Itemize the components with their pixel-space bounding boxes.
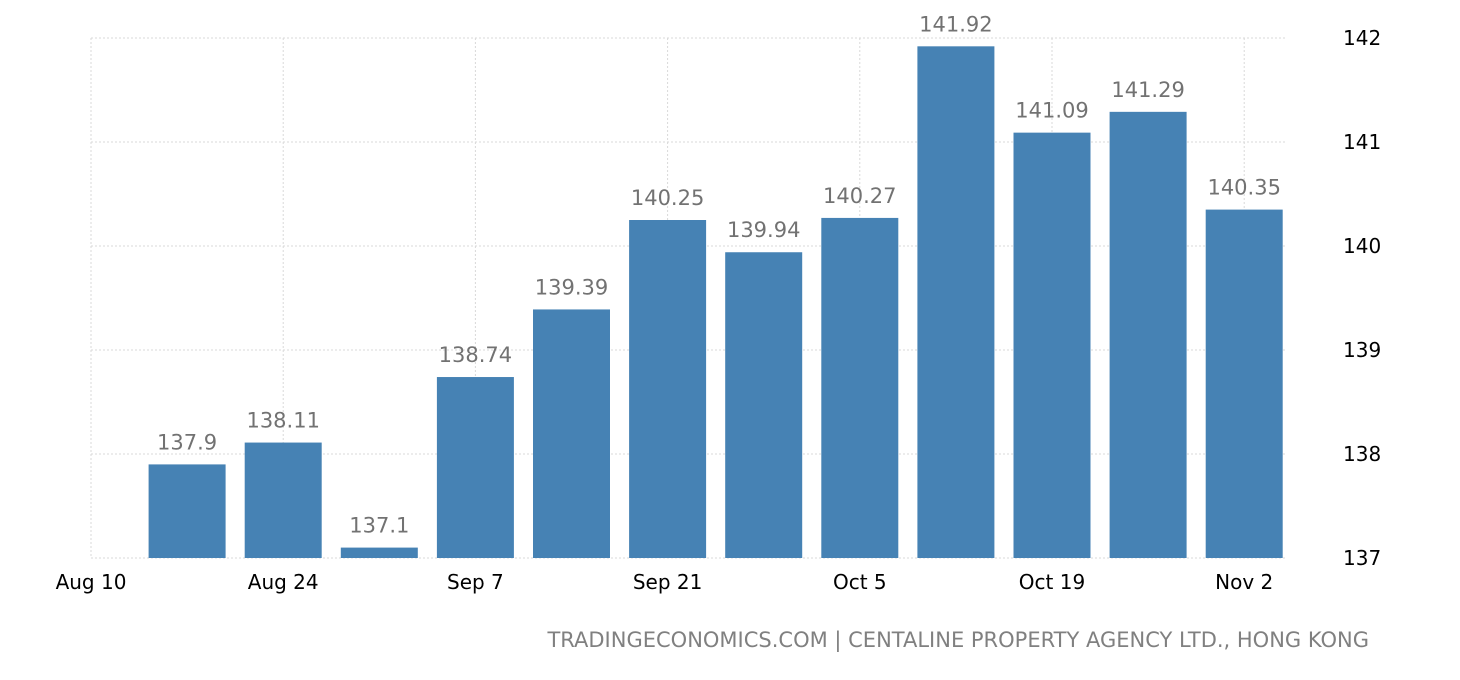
bar	[725, 252, 803, 559]
bar-value-label: 137.1	[349, 514, 409, 538]
bar	[533, 309, 610, 558]
x-tick-label: Aug 24	[248, 570, 319, 594]
bar-value-labels: 137.9 138.11 137.1 138.74 139.39 140.25 139.94…	[157, 12, 1281, 537]
source-attribution: TRADINGECONOMICS.COM | CENTALINE PROPERT…	[547, 628, 1369, 652]
x-tick-label: Aug 10	[56, 570, 127, 594]
x-tick-label: Oct 19	[1019, 570, 1085, 594]
bar-value-label: 139.39	[535, 275, 608, 299]
bar-value-label: 138.11	[246, 409, 319, 433]
bar-value-label: 140.27	[823, 184, 896, 208]
bar	[436, 377, 514, 558]
bars	[148, 46, 1283, 559]
x-tick-label: Sep 21	[633, 570, 703, 594]
bar	[821, 217, 899, 559]
bar	[340, 547, 418, 558]
bar-value-label: 140.35	[1207, 176, 1280, 200]
bar-value-label: 141.29	[1111, 78, 1184, 102]
bar	[629, 220, 707, 558]
bar-value-label: 141.09	[1015, 99, 1088, 123]
bar-value-label: 140.25	[631, 186, 704, 210]
bar	[917, 46, 995, 558]
bar	[244, 442, 322, 558]
y-tick-label: 138	[1343, 442, 1381, 466]
y-axis-ticks: 137 138 139 140 141 142	[1343, 26, 1381, 570]
bar-value-label: 138.74	[439, 343, 512, 367]
y-tick-label: 141	[1343, 130, 1381, 154]
bar-value-label: 139.94	[727, 218, 800, 242]
bar	[148, 464, 226, 558]
bar-value-label: 137.9	[157, 430, 217, 454]
y-tick-label: 137	[1343, 546, 1381, 570]
bar-value-label: 141.92	[919, 12, 992, 36]
y-tick-label: 139	[1343, 338, 1381, 362]
bar	[1109, 111, 1187, 558]
x-tick-label: Nov 2	[1215, 570, 1273, 594]
y-tick-label: 142	[1343, 26, 1381, 50]
y-tick-label: 140	[1343, 234, 1381, 258]
x-axis-ticks: Aug 10 Aug 24 Sep 7 Sep 21 Oct 5 Oct 19 Nov 2	[56, 570, 1274, 594]
x-tick-label: Oct 5	[833, 570, 887, 594]
bar	[1205, 209, 1283, 558]
x-tick-label: Sep 7	[447, 570, 504, 594]
bar	[1013, 132, 1091, 558]
